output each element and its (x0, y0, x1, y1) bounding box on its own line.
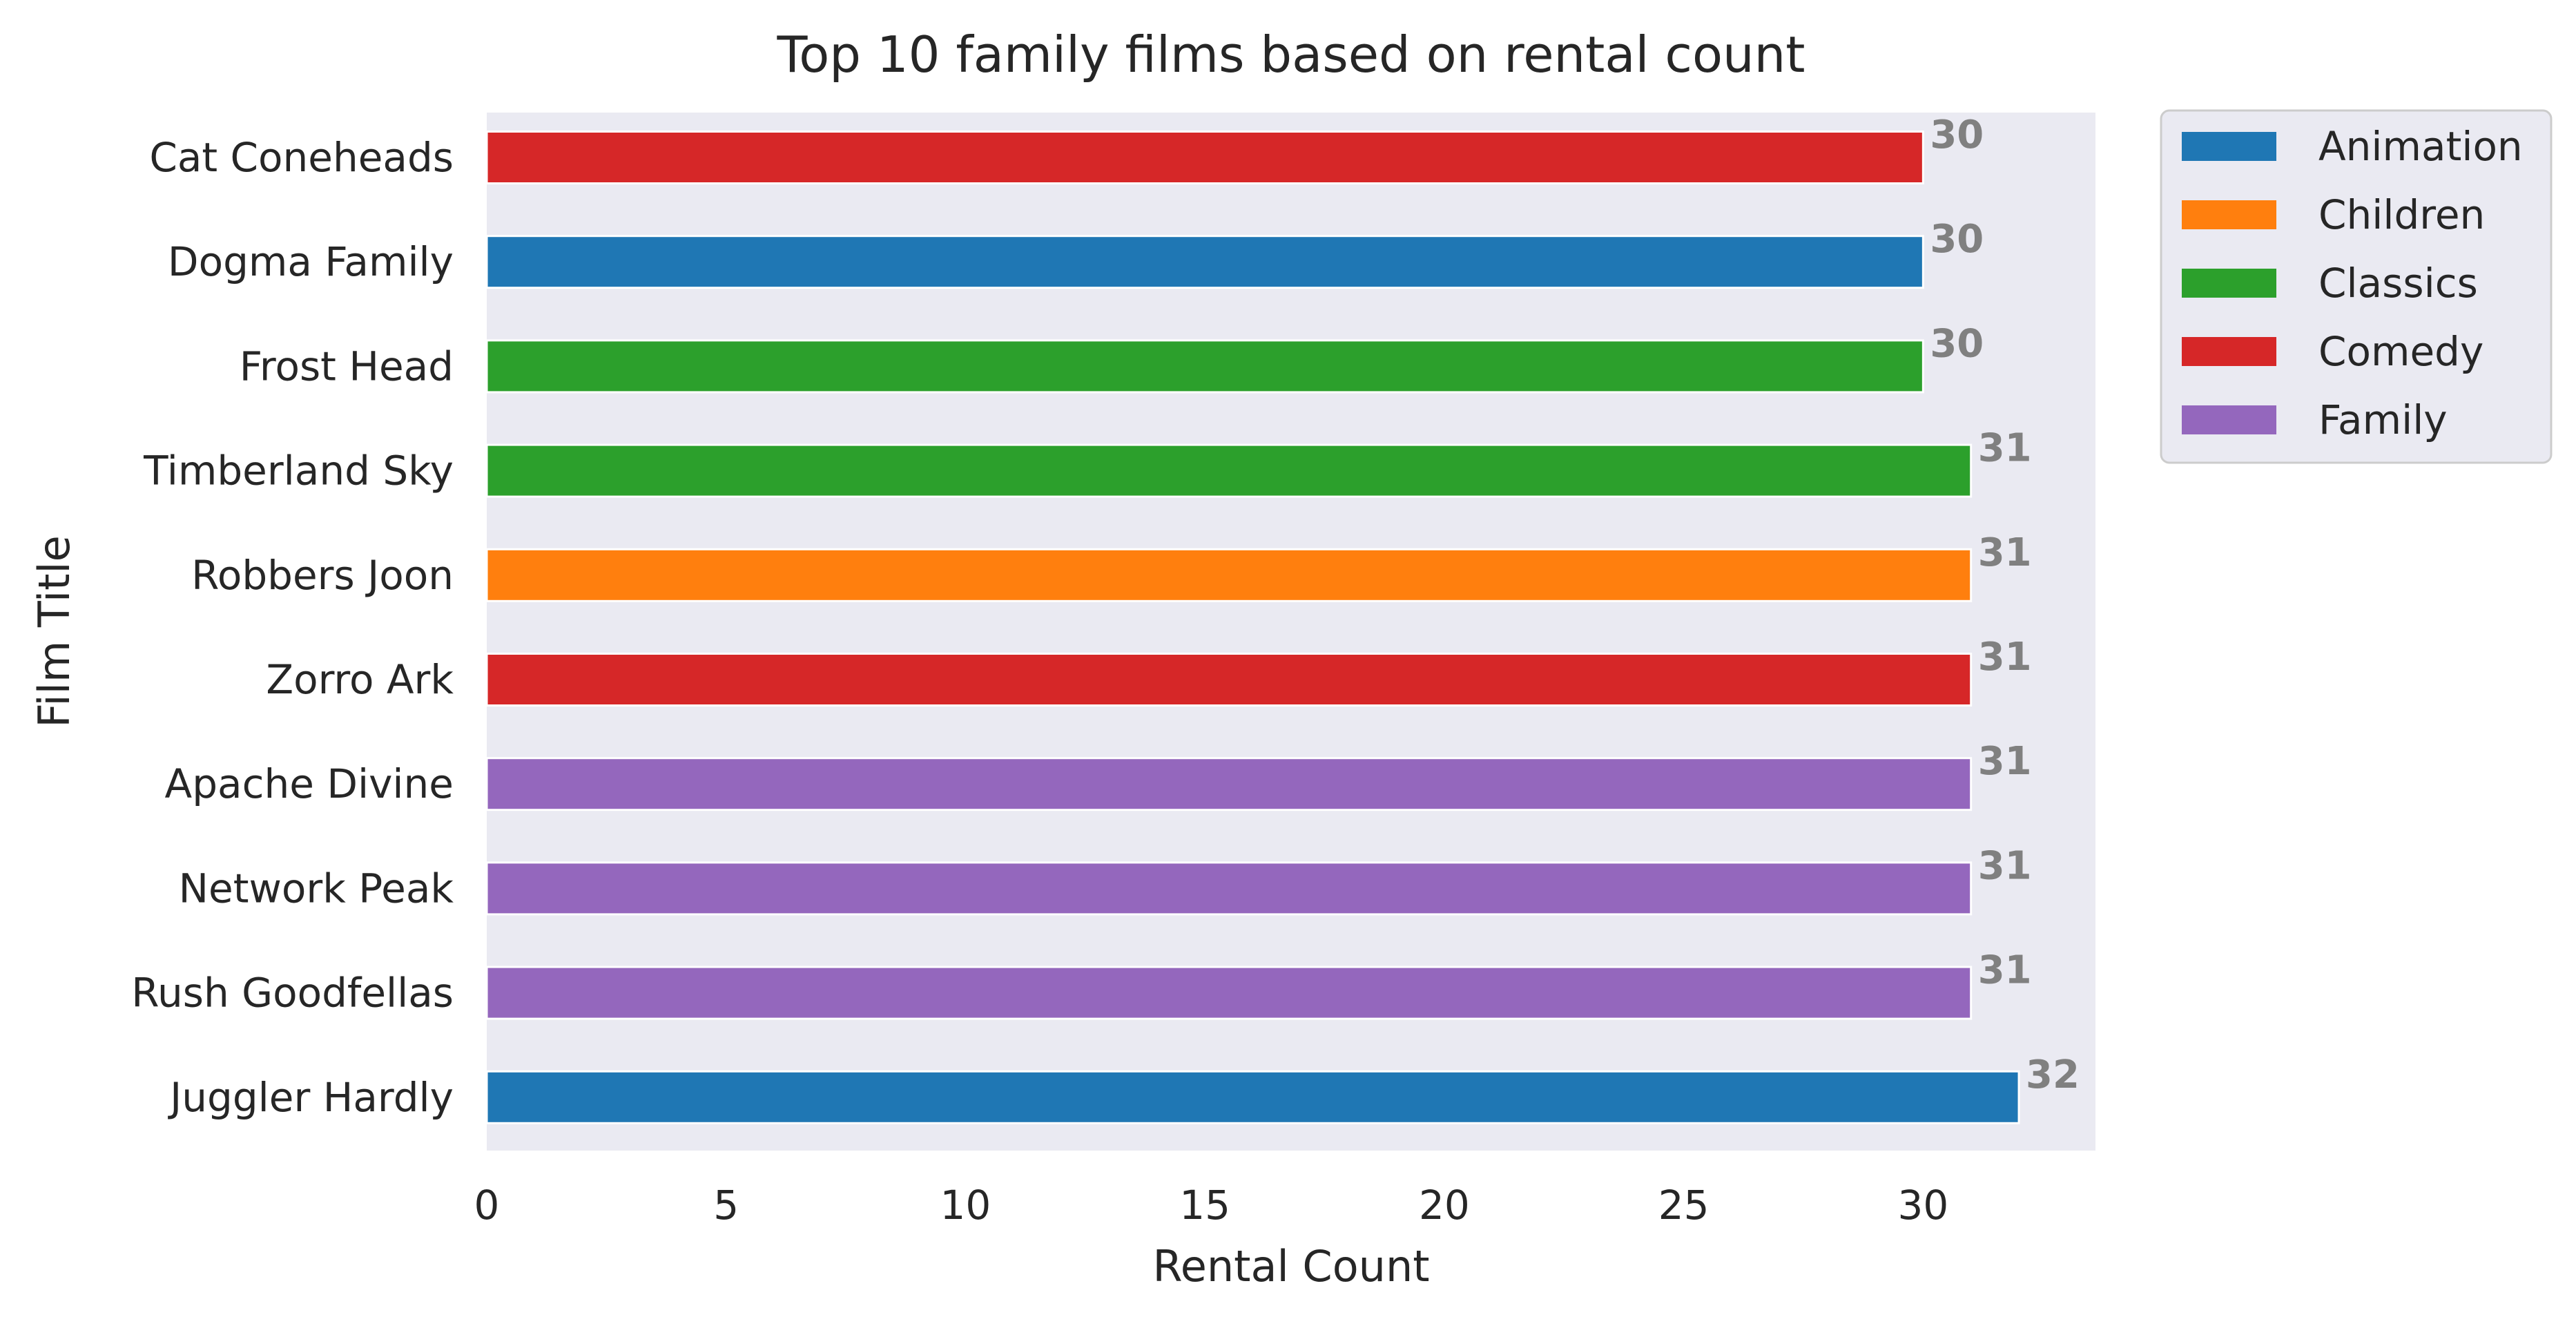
bar-value-label: 31 (1978, 948, 2032, 993)
bar (485, 653, 1973, 707)
x-tick-label: 0 (474, 1182, 500, 1229)
bar-value-label: 31 (1978, 739, 2032, 784)
legend: Animation Children Classics Comedy Family (2160, 109, 2553, 464)
x-tick-label: 5 (713, 1182, 739, 1229)
y-tick-label: Network Peak (179, 865, 454, 912)
bar (485, 861, 1973, 916)
bar-value-label: 32 (2026, 1053, 2080, 1097)
y-tick-label: Apache Divine (165, 760, 454, 807)
x-tick-label: 25 (1658, 1182, 1710, 1229)
x-tick-label: 30 (1897, 1182, 1948, 1229)
legend-label: Family (2318, 396, 2448, 443)
legend-swatch (2182, 405, 2276, 434)
y-axis-label: Film Title (29, 535, 79, 728)
y-tick-label: Cat Coneheads (149, 134, 454, 181)
y-tick-label: Zorro Ark (266, 656, 454, 703)
bar (485, 757, 1973, 811)
bar-value-label: 31 (1978, 426, 2032, 471)
x-tick-labels: 0 5 10 15 20 25 30 (474, 1182, 1949, 1229)
y-tick-label: Rush Goodfellas (131, 970, 454, 1017)
y-tick-label: Frost Head (240, 343, 454, 390)
y-tick-label: Dogma Family (168, 238, 454, 285)
x-tick-label: 20 (1419, 1182, 1470, 1229)
legend-label: Animation (2318, 123, 2523, 170)
x-tick-label: 15 (1179, 1182, 1230, 1229)
bar (485, 339, 1924, 394)
bar (485, 548, 1973, 602)
bar-value-label: 30 (1930, 217, 1984, 262)
legend-label: Children (2318, 191, 2485, 238)
legend-swatch (2182, 132, 2276, 161)
y-tick-label: Robbers Joon (191, 552, 454, 599)
bar (485, 131, 1924, 184)
y-tick-label: Timberland Sky (143, 448, 454, 494)
x-tick-label: 10 (940, 1182, 991, 1229)
legend-swatch (2182, 200, 2276, 229)
value-labels-group: 30 30 30 31 31 31 31 31 31 32 (1930, 113, 2080, 1097)
bar-value-label: 31 (1978, 843, 2032, 888)
legend-swatch (2182, 269, 2276, 298)
y-tick-labels: Cat Coneheads Dogma Family Frost Head Timbe… (131, 134, 454, 1121)
legend-box (2160, 109, 2553, 464)
bar-value-label: 31 (1978, 530, 2032, 575)
y-tick-label: Juggler Hardly (168, 1074, 454, 1121)
bar (485, 1070, 2020, 1124)
bar-value-label: 30 (1930, 113, 1984, 157)
legend-label: Comedy (2318, 328, 2483, 375)
bar (485, 965, 1973, 1020)
bars-group (485, 131, 2020, 1124)
bar (485, 235, 1924, 289)
x-axis-label: Rental Count (1152, 1241, 1429, 1291)
bar-value-label: 31 (1978, 635, 2032, 680)
bar (485, 443, 1973, 498)
legend-swatch (2182, 337, 2276, 366)
bar-value-label: 30 (1930, 321, 1984, 366)
legend-label: Classics (2318, 260, 2478, 307)
chart-title: Top 10 family films based on rental coun… (776, 26, 1805, 84)
